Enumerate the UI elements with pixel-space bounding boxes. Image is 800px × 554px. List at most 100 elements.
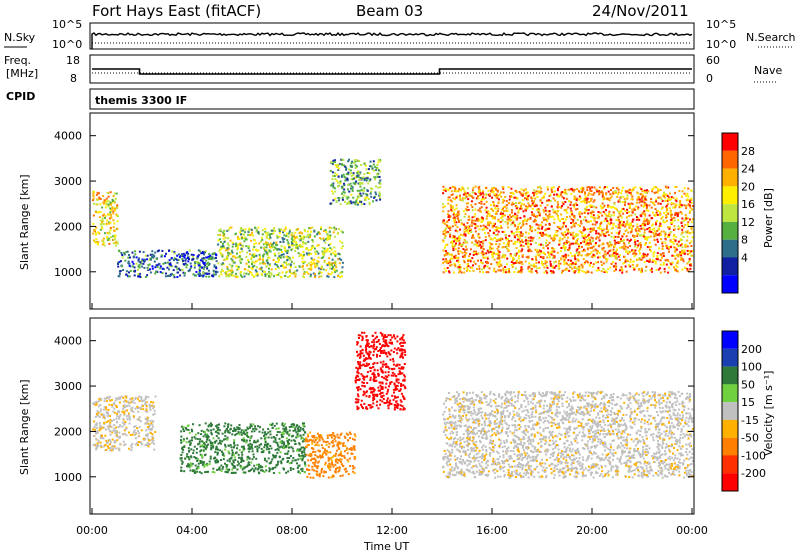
scatter-cell bbox=[609, 243, 612, 246]
scatter-cell bbox=[610, 232, 613, 235]
scatter-cell bbox=[617, 200, 620, 203]
scatter-cell bbox=[680, 253, 682, 256]
scatter-cell bbox=[480, 199, 483, 202]
scatter-cell bbox=[659, 259, 662, 262]
scatter-cell bbox=[680, 233, 683, 236]
scatter-cell bbox=[183, 430, 186, 433]
scatter-cell bbox=[655, 223, 657, 226]
scatter-cell bbox=[668, 232, 671, 235]
scatter-cell bbox=[186, 455, 188, 458]
scatter-cell bbox=[578, 230, 581, 233]
scatter-cell bbox=[626, 196, 629, 199]
scatter-cell bbox=[190, 464, 193, 467]
scatter-cell bbox=[284, 275, 287, 277]
scatter-cell bbox=[148, 263, 151, 266]
scatter-cell bbox=[480, 261, 483, 264]
scatter-cell bbox=[278, 230, 281, 233]
scatter-cell bbox=[689, 210, 692, 213]
scatter-cell bbox=[481, 262, 484, 265]
scatter-cell bbox=[359, 194, 362, 197]
scatter-cell bbox=[312, 272, 315, 275]
scatter-cell bbox=[107, 447, 110, 449]
scatter-cell bbox=[578, 213, 581, 216]
scatter-cell bbox=[379, 160, 382, 163]
scatter-cell bbox=[253, 264, 256, 267]
scatter-cell bbox=[627, 264, 630, 267]
scatter-cell bbox=[547, 247, 549, 250]
scatter-cell bbox=[136, 427, 139, 430]
scatter-cell bbox=[503, 256, 506, 259]
scatter-cell bbox=[444, 205, 446, 208]
scatter-cell bbox=[274, 230, 277, 232]
scatter-cell bbox=[94, 403, 97, 406]
scatter-cell bbox=[565, 210, 568, 212]
scatter-cell bbox=[644, 243, 646, 246]
scatter-cell bbox=[648, 248, 651, 251]
scatter-cell bbox=[115, 426, 118, 429]
scatter-cell bbox=[512, 262, 515, 265]
scatter-cell bbox=[500, 195, 503, 198]
scatter-cell bbox=[617, 241, 620, 243]
scatter-cell bbox=[603, 219, 606, 222]
nave-tick-bottom: 0 bbox=[706, 72, 713, 85]
scatter-cell bbox=[335, 173, 338, 176]
scatter-cell bbox=[515, 228, 518, 231]
scatter-cell bbox=[124, 428, 127, 430]
scatter-cell bbox=[527, 255, 530, 258]
scatter-cell bbox=[271, 422, 274, 425]
scatter-cell bbox=[478, 202, 481, 204]
scatter-cell bbox=[618, 258, 621, 261]
scatter-cell bbox=[566, 232, 569, 235]
scatter-cell bbox=[209, 254, 212, 257]
scatter-cell bbox=[206, 267, 209, 270]
scatter-cell bbox=[317, 244, 320, 246]
scatter-cell bbox=[207, 255, 210, 258]
scatter-cell bbox=[309, 264, 312, 267]
scatter-cell bbox=[665, 214, 668, 216]
scatter-cell bbox=[314, 266, 317, 269]
scatter-cell bbox=[610, 218, 613, 221]
scatter-cell bbox=[254, 445, 257, 448]
scatter-cell bbox=[676, 265, 679, 268]
scatter-cell bbox=[550, 271, 553, 274]
scatter-cell bbox=[445, 269, 448, 272]
scatter-cell bbox=[269, 242, 272, 245]
scatter-cell bbox=[180, 430, 183, 433]
scatter-cell bbox=[469, 248, 472, 251]
scatter-cell bbox=[224, 445, 227, 448]
scatter-cell bbox=[247, 261, 250, 264]
scatter-cell bbox=[184, 272, 186, 275]
scatter-cell bbox=[626, 223, 629, 226]
scatter-cell bbox=[669, 226, 671, 229]
scatter-cell bbox=[582, 258, 585, 261]
scatter-cell bbox=[472, 260, 475, 263]
scatter-cell bbox=[109, 443, 111, 446]
scatter-cell bbox=[467, 232, 470, 235]
scatter-cell bbox=[597, 217, 600, 220]
scatter-cell bbox=[115, 397, 118, 400]
scatter-cell bbox=[356, 170, 359, 173]
scatter-cell bbox=[93, 191, 95, 193]
scatter-cell bbox=[147, 267, 150, 270]
scatter-cell bbox=[113, 222, 116, 225]
scatter-cell bbox=[248, 439, 251, 442]
scatter-cell bbox=[578, 253, 581, 256]
scatter-cell bbox=[504, 236, 507, 239]
scatter-cell bbox=[253, 253, 256, 256]
scatter-cell bbox=[247, 259, 250, 261]
scatter-cell bbox=[679, 199, 682, 202]
scatter-cell bbox=[343, 182, 345, 185]
scatter-cell bbox=[133, 274, 136, 277]
scatter-cell bbox=[325, 231, 328, 233]
scatter-cell bbox=[178, 256, 181, 259]
scatter-cell bbox=[92, 214, 95, 217]
scatter-cell bbox=[642, 227, 645, 230]
scatter-cell bbox=[645, 202, 648, 205]
scatter-cell bbox=[198, 424, 201, 427]
scatter-cell bbox=[462, 210, 465, 213]
scatter-cell bbox=[686, 239, 689, 242]
scatter-cell bbox=[219, 439, 221, 442]
scatter-cell bbox=[511, 221, 514, 224]
scatter-cell bbox=[218, 275, 221, 278]
scatter-cell bbox=[173, 251, 176, 254]
